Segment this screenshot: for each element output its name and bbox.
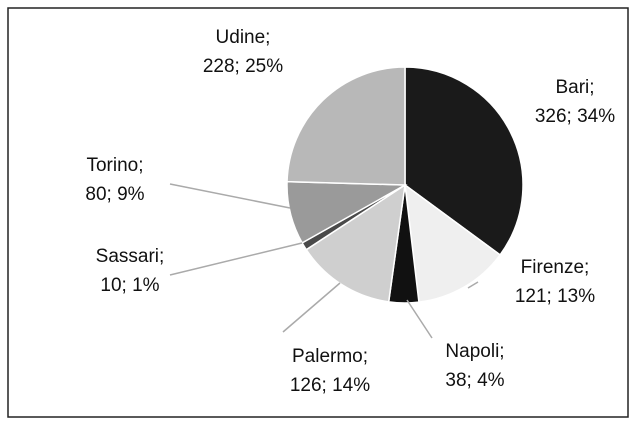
pie-slice [404,183,502,304]
slice-label-name: Udine; [216,27,271,48]
pie-slice [404,66,524,256]
slice-label-value: 80; 9% [85,184,144,205]
slice-label-value: 121; 13% [515,286,595,307]
slice-label-name: Napoli; [445,341,504,362]
pie-slice [305,183,406,303]
pie [286,66,524,304]
slice-label-name: Firenze; [521,257,590,278]
leader-line [169,183,291,209]
slice-label-value: 38; 4% [445,370,504,391]
slice-label-value: 126; 14% [290,375,370,396]
slice-label-value: 228; 25% [203,56,283,77]
slice-label-value: 326; 34% [535,106,615,127]
leader-line [282,282,341,333]
leader-line [467,281,479,289]
labels: Bari; 326; 34% Firenze; 121; 13% Napoli; 38; … [85,27,615,396]
slice-label-name: Torino; [86,155,143,176]
slice-label-value: 10; 1% [100,275,159,296]
pie-slice [286,66,406,186]
slice-label-name: Bari; [555,77,594,98]
leader-line [406,299,433,339]
slice-label-name: Palermo; [292,346,368,367]
leader-line [169,242,303,276]
slice-label-name: Sassari; [96,246,165,267]
